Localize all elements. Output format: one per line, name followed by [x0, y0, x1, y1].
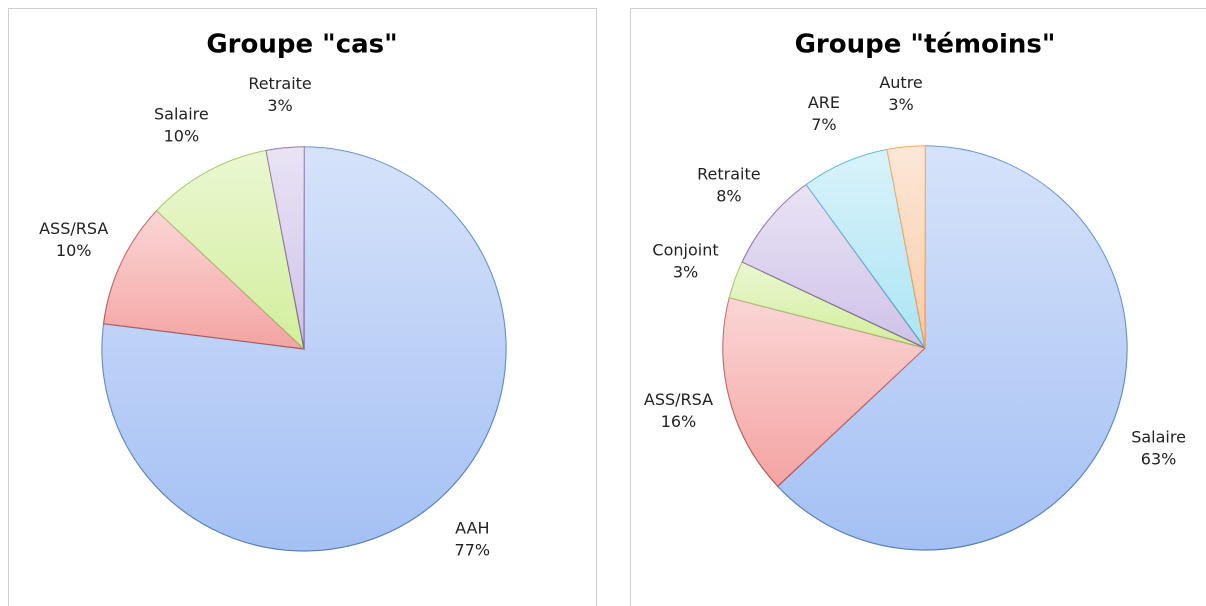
slice-value-label: 3% — [673, 262, 698, 281]
slice-label: Salaire — [1131, 428, 1186, 447]
slice-label: ASS/RSA — [39, 219, 108, 238]
chart-title: Groupe "cas" — [206, 30, 397, 60]
slice-value-label: 10% — [164, 126, 200, 145]
slice-label: Conjoint — [652, 240, 718, 259]
slice-value-label: 3% — [267, 96, 292, 115]
slice-value-label: 16% — [661, 412, 697, 431]
slice-label: AAH — [455, 518, 489, 537]
chart-title: Groupe "témoins" — [795, 30, 1056, 60]
slice-label: ARE — [808, 93, 840, 112]
slice-label: Retraite — [248, 74, 311, 93]
slice-label: Autre — [879, 73, 922, 92]
slice-value-label: 7% — [811, 115, 836, 134]
slice-value-label: 8% — [716, 186, 741, 205]
slice-value-label: 3% — [888, 95, 913, 114]
slice-value-label: 77% — [455, 540, 491, 559]
slice-label: Salaire — [154, 104, 209, 123]
slice-value-label: 10% — [56, 241, 92, 260]
slice-value-label: 63% — [1141, 450, 1177, 469]
slice-label: ASS/RSA — [644, 390, 713, 409]
slice-label: Retraite — [697, 164, 760, 183]
